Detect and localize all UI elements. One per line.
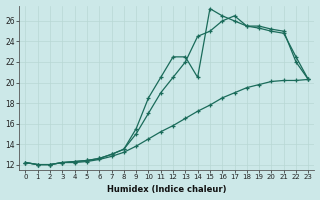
X-axis label: Humidex (Indice chaleur): Humidex (Indice chaleur) bbox=[107, 185, 227, 194]
